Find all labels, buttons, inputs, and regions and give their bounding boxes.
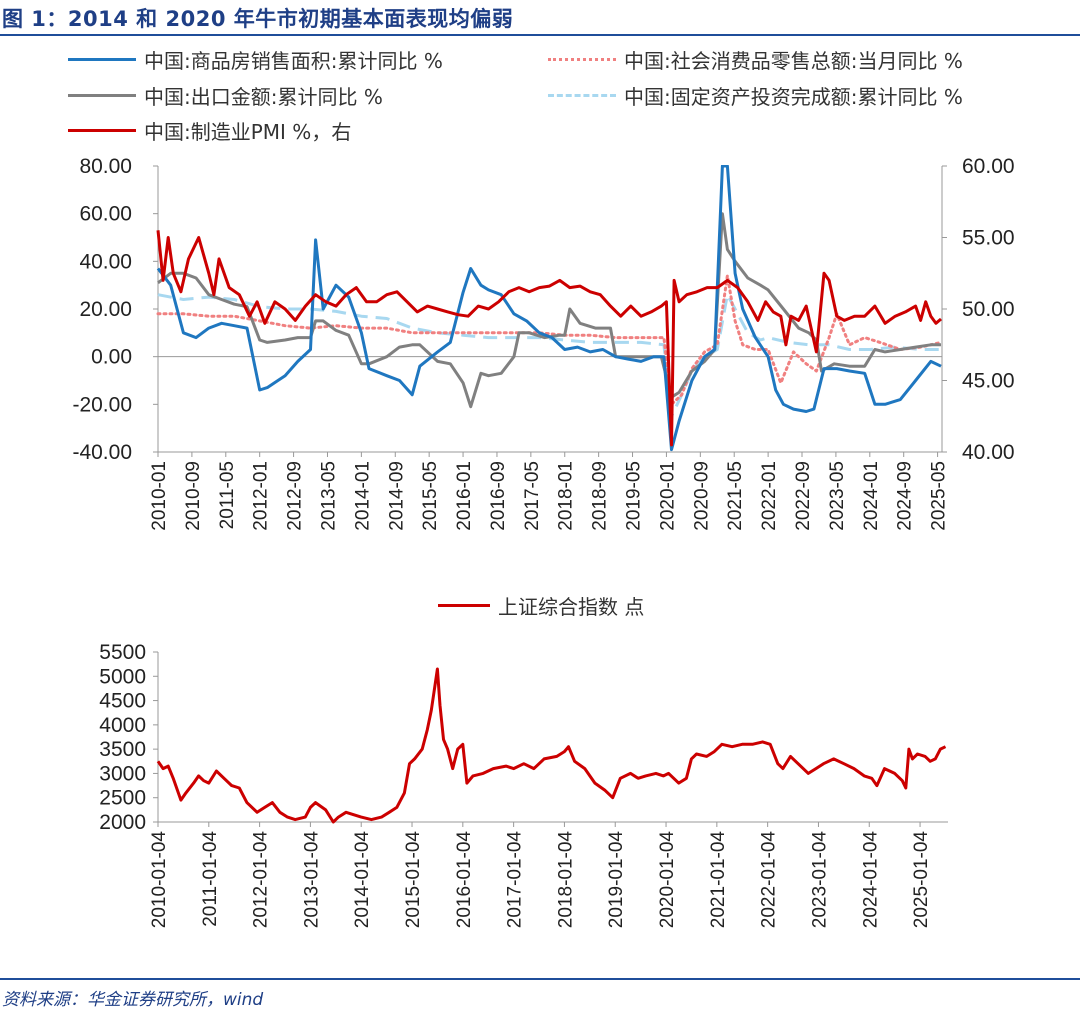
legend-swatch-sse <box>438 603 490 607</box>
x-tick-label: 2025-05 <box>929 461 950 531</box>
left-tick-label: -20.00 <box>72 393 132 416</box>
left-tick-label: 20.00 <box>79 298 132 321</box>
left-tick-label: 3000 <box>99 762 146 785</box>
x-tick-label: 2021-05 <box>725 461 746 531</box>
x-tick-label: 2018-09 <box>590 461 611 531</box>
x-tick-label: 2023-01-04 <box>809 831 830 929</box>
title-rule <box>0 34 1080 36</box>
macro-chart: 80.00 60.00 40.00 20.00 0.00 -20.00 -40.00 60.0… <box>72 150 1015 531</box>
x-tick-label: 2019-01-04 <box>606 831 627 929</box>
x-tick-label: 2011-01-04 <box>200 831 221 927</box>
x-tick-label: 2015-01-04 <box>403 831 424 929</box>
x-tick-label: 2024-01-04 <box>860 831 881 929</box>
legend-item-exports: 中国:出口金额:累计同比 % <box>68 82 383 109</box>
x-tick-label: 2013-01-04 <box>301 831 322 929</box>
left-tick-label: 60.00 <box>79 203 132 226</box>
x-tick-label: 2018-01 <box>556 461 577 531</box>
x-tick-label: 2022-01-04 <box>759 831 780 929</box>
legend-swatch-fai <box>548 93 616 97</box>
x-tick-label: 2017-01-04 <box>505 831 526 929</box>
x-tick-label: 2018-01-04 <box>555 831 576 929</box>
legend-label-pmi: 中国:制造业PMI %，右 <box>144 119 352 144</box>
legend-item-fai: 中国:固定资产投资完成额:累计同比 % <box>548 82 963 109</box>
x-tick-label: 2012-09 <box>285 461 306 531</box>
x-tick-label: 2016-01 <box>454 461 475 531</box>
x-tick-label: 2020-01 <box>657 461 678 531</box>
sse-index-line <box>156 667 947 824</box>
legend-swatch-exports <box>68 93 136 97</box>
left-tick-label: 2000 <box>99 811 146 834</box>
legend-item-sales-area: 中国:商品房销售面积:累计同比 % <box>68 46 443 73</box>
x-tick-label: 2010-01-04 <box>149 831 170 929</box>
left-tick-label: 40.00 <box>79 250 132 273</box>
right-tick-label: 40.00 <box>962 441 1015 464</box>
x-tick-label: 2025-01-04 <box>911 831 932 929</box>
plot-top-mask <box>159 150 941 165</box>
left-tick-label: 3500 <box>99 738 146 761</box>
left-tick-label: -40.00 <box>72 441 132 464</box>
x-tick-label: 2016-09 <box>488 461 509 531</box>
x-tick-label: 2012-01 <box>251 461 272 531</box>
legend-item-sse: 上证综合指数 点 <box>438 592 645 619</box>
legend-swatch-pmi <box>68 128 136 132</box>
x-tick-label: 2020-09 <box>691 461 712 531</box>
right-tick-label: 50.00 <box>962 298 1015 321</box>
left-tick-label: 4500 <box>99 690 146 713</box>
series-line-0 <box>156 164 942 452</box>
figure-title: 图 1：2014 和 2020 年牛市初期基本面表现均偏弱 <box>2 7 514 31</box>
left-tick-label: 2500 <box>99 787 146 810</box>
right-tick-label: 55.00 <box>962 227 1015 250</box>
right-tick-label: 60.00 <box>962 155 1015 178</box>
x-tick-label: 2012-01-04 <box>251 831 272 929</box>
series-line-4 <box>156 230 942 447</box>
left-tick-label: 4000 <box>99 714 146 737</box>
legend-item-retail-sales: 中国:社会消费品零售总额:当月同比 % <box>548 46 963 73</box>
x-tick-label: 2010-09 <box>183 461 204 531</box>
legend-label-sse: 上证综合指数 点 <box>498 594 645 619</box>
legend-label-exports: 中国:出口金额:累计同比 % <box>144 84 383 109</box>
left-tick-label: 0.00 <box>91 346 132 369</box>
x-tick-label: 2015-05 <box>420 461 441 531</box>
legend-swatch-sales-area <box>68 57 136 61</box>
x-tick-label: 2022-09 <box>793 461 814 531</box>
x-tick-label: 2024-01 <box>861 461 882 531</box>
source-note: 资料来源：华金证券研究所，wind <box>2 990 264 1010</box>
legend-label-sales-area: 中国:商品房销售面积:累计同比 % <box>144 48 443 73</box>
x-tick-label: 2022-01 <box>759 461 780 531</box>
source-rule <box>0 978 1080 980</box>
legend-label-fai: 中国:固定资产投资完成额:累计同比 % <box>624 84 963 109</box>
legend-label-retail-sales: 中国:社会消费品零售总额:当月同比 % <box>624 48 963 73</box>
x-tick-label: 2014-09 <box>386 461 407 531</box>
x-tick-label: 2017-05 <box>522 461 543 531</box>
x-tick-label: 2024-09 <box>895 461 916 531</box>
sse-index-chart: 550050004500400035003000250020002010-01-… <box>99 641 948 929</box>
legend-swatch-retail-sales <box>548 57 616 61</box>
x-tick-label: 2014-01-04 <box>352 831 373 929</box>
legend-item-pmi: 中国:制造业PMI %，右 <box>68 117 352 144</box>
x-tick-label: 2023-05 <box>827 461 848 531</box>
series-line-3 <box>157 293 941 418</box>
x-tick-label: 2021-01-04 <box>708 831 729 929</box>
series-line-2 <box>157 212 941 409</box>
x-tick-label: 2011-05 <box>217 461 238 529</box>
x-tick-label: 2010-01 <box>149 461 170 531</box>
x-tick-label: 2014-01 <box>352 461 373 531</box>
left-tick-label: 5500 <box>99 641 146 664</box>
x-tick-label: 2013-05 <box>318 461 339 531</box>
left-tick-label: 80.00 <box>79 155 132 178</box>
left-tick-label: 5000 <box>99 665 146 688</box>
x-tick-label: 2020-01-04 <box>657 831 678 929</box>
x-tick-label: 2019-05 <box>624 461 645 531</box>
x-tick-label: 2016-01-04 <box>454 831 475 929</box>
right-tick-label: 45.00 <box>962 370 1015 393</box>
